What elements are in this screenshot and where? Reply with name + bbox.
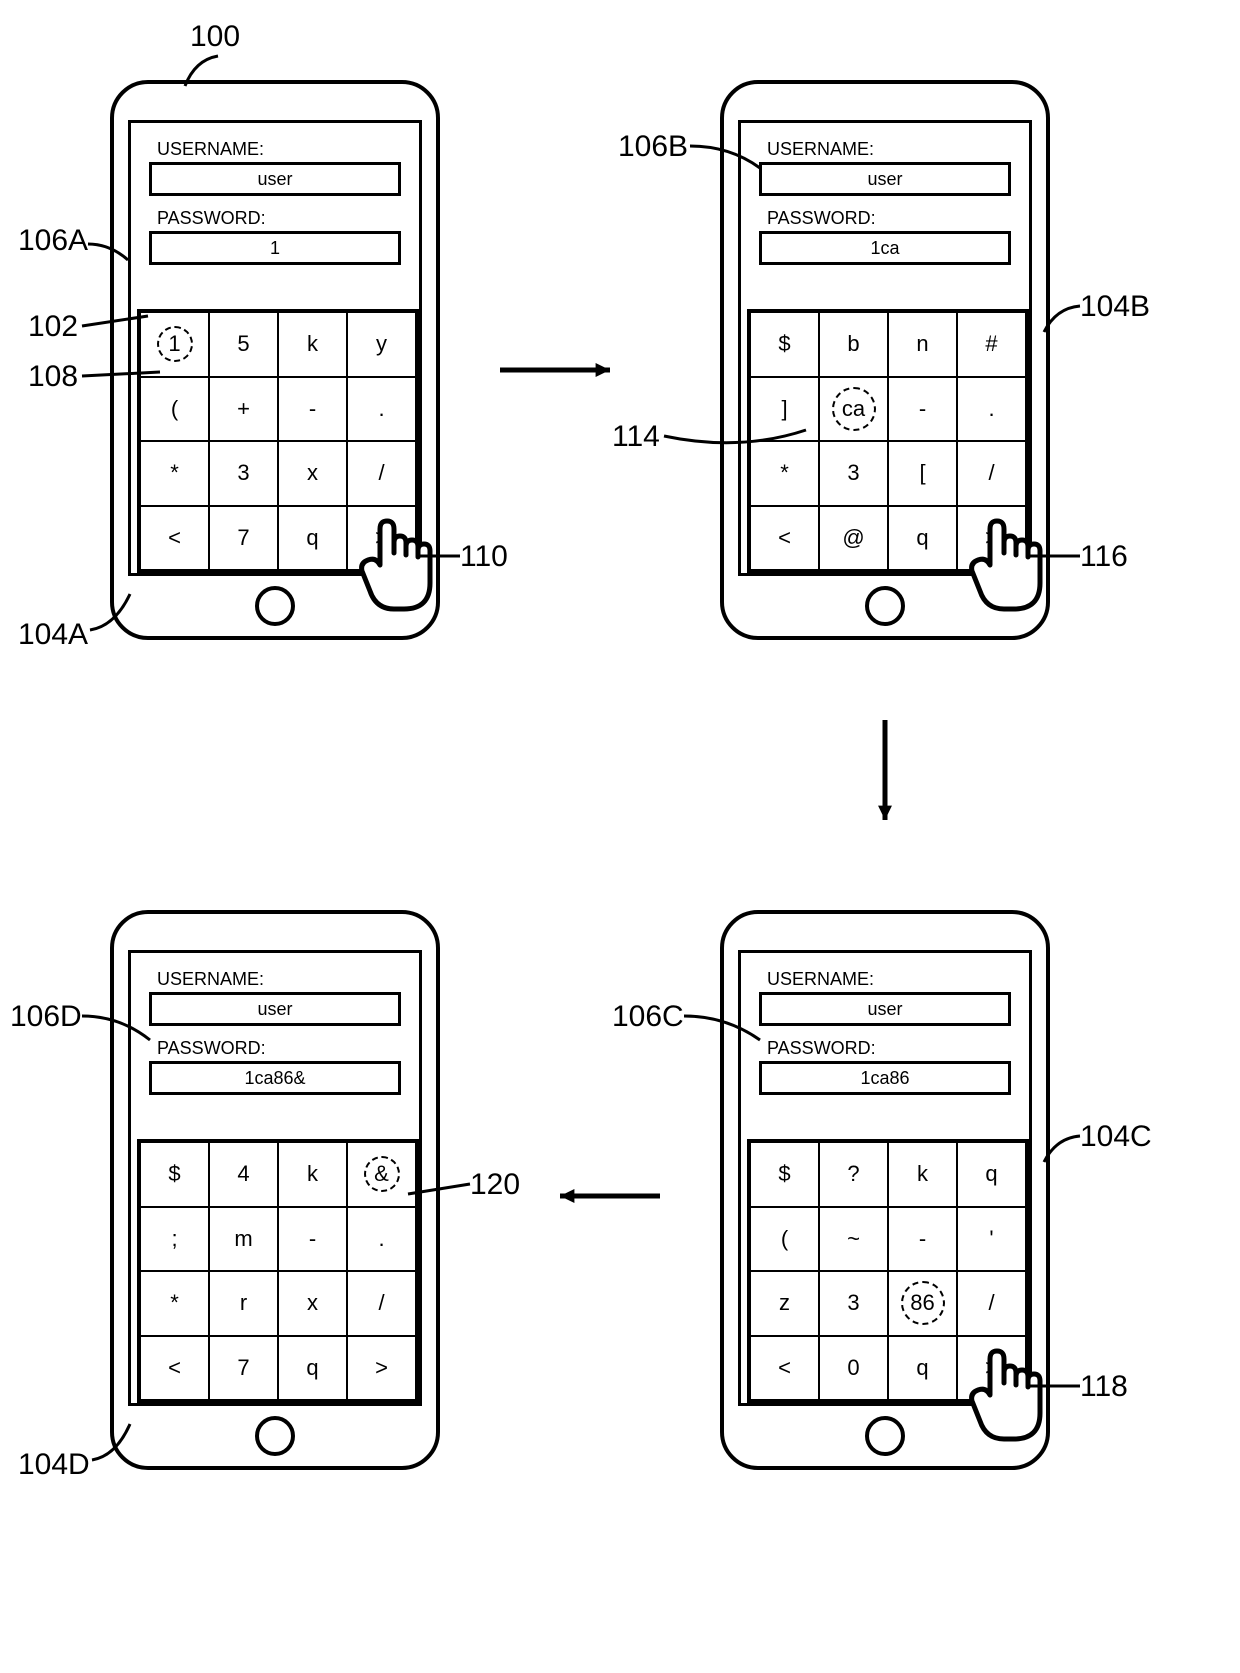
password-field[interactable]: 1 xyxy=(149,231,401,265)
key-button[interactable]: $ xyxy=(750,312,819,377)
password-field[interactable]: 1ca86 xyxy=(759,1061,1011,1095)
key-button[interactable]: 4 xyxy=(209,1142,278,1207)
keyboard-grid: $4k&;m-.*rx/<7q> xyxy=(137,1139,419,1403)
key-button[interactable]: q xyxy=(278,506,347,571)
leader-line xyxy=(388,526,490,586)
flow-arrow xyxy=(540,1176,680,1216)
home-button[interactable] xyxy=(865,1416,905,1456)
key-button[interactable]: 0 xyxy=(819,1336,888,1401)
key-button[interactable]: < xyxy=(750,1336,819,1401)
key-button[interactable]: - xyxy=(278,1207,347,1272)
key-button[interactable]: z xyxy=(750,1271,819,1336)
home-button[interactable] xyxy=(255,1416,295,1456)
key-button[interactable]: < xyxy=(750,506,819,571)
key-button[interactable]: / xyxy=(347,441,416,506)
leader-line xyxy=(998,526,1110,586)
key-button[interactable]: < xyxy=(140,1336,209,1401)
username-field[interactable]: user xyxy=(759,162,1011,196)
key-button[interactable]: 86 xyxy=(888,1271,957,1336)
key-button[interactable]: + xyxy=(209,377,278,442)
key-button[interactable]: n xyxy=(888,312,957,377)
flow-arrow xyxy=(865,700,905,840)
password-label: PASSWORD: xyxy=(157,208,419,229)
key-button[interactable]: ? xyxy=(819,1142,888,1207)
leader-line xyxy=(60,564,160,660)
key-button[interactable]: m xyxy=(209,1207,278,1272)
home-button[interactable] xyxy=(865,586,905,626)
username-label: USERNAME: xyxy=(767,139,1029,160)
leader-line xyxy=(1014,1106,1110,1192)
username-label: USERNAME: xyxy=(157,139,419,160)
leader-line xyxy=(52,342,190,406)
password-label: PASSWORD: xyxy=(767,1038,1029,1059)
password-label: PASSWORD: xyxy=(157,1038,419,1059)
key-button[interactable]: 5 xyxy=(209,312,278,377)
key-button[interactable]: - xyxy=(278,377,347,442)
key-button[interactable]: q xyxy=(888,506,957,571)
key-button[interactable]: k xyxy=(278,1142,347,1207)
leader-line xyxy=(660,116,790,198)
username-field[interactable]: user xyxy=(759,992,1011,1026)
key-button[interactable]: 3 xyxy=(209,441,278,506)
key-button[interactable]: x xyxy=(278,1271,347,1336)
key-button[interactable]: ; xyxy=(140,1207,209,1272)
leader-line xyxy=(634,392,840,466)
password-label: PASSWORD: xyxy=(767,208,1029,229)
leader-line xyxy=(1014,276,1110,362)
leader-line xyxy=(378,1154,500,1224)
key-button[interactable]: / xyxy=(347,1271,416,1336)
key-button[interactable]: ' xyxy=(957,1207,1026,1272)
key-button[interactable]: @ xyxy=(819,506,888,571)
key-button[interactable]: 7 xyxy=(209,1336,278,1401)
password-field[interactable]: 1ca xyxy=(759,231,1011,265)
leader-line xyxy=(58,210,158,290)
password-field[interactable]: 1ca86& xyxy=(149,1061,401,1095)
key-button[interactable]: y xyxy=(347,312,416,377)
flow-arrow xyxy=(480,350,630,390)
leader-line xyxy=(654,986,790,1070)
key-button[interactable]: $ xyxy=(140,1142,209,1207)
key-button[interactable]: q xyxy=(888,1336,957,1401)
key-button[interactable]: [ xyxy=(888,441,957,506)
key-button[interactable]: b xyxy=(819,312,888,377)
key-button[interactable]: / xyxy=(957,441,1026,506)
key-button[interactable]: 7 xyxy=(209,506,278,571)
selection-ring xyxy=(901,1281,945,1325)
key-button[interactable]: 3 xyxy=(819,1271,888,1336)
username-label: USERNAME: xyxy=(157,969,419,990)
username-field[interactable]: user xyxy=(149,992,401,1026)
leader-line xyxy=(160,26,248,116)
key-button[interactable]: . xyxy=(347,377,416,442)
key-button[interactable]: . xyxy=(957,377,1026,442)
key-button[interactable]: / xyxy=(957,1271,1026,1336)
key-button[interactable]: k xyxy=(278,312,347,377)
key-button[interactable]: * xyxy=(140,441,209,506)
key-button[interactable]: q xyxy=(278,1336,347,1401)
key-button[interactable]: * xyxy=(140,1271,209,1336)
key-button[interactable]: ~ xyxy=(819,1207,888,1272)
leader-line xyxy=(62,1394,160,1490)
key-button[interactable]: < xyxy=(140,506,209,571)
key-button[interactable]: $ xyxy=(750,1142,819,1207)
key-button[interactable]: ( xyxy=(750,1207,819,1272)
login-form: USERNAME:user PASSWORD:1 xyxy=(131,139,419,277)
key-button[interactable]: r xyxy=(209,1271,278,1336)
key-button[interactable]: x xyxy=(278,441,347,506)
leader-line xyxy=(998,1356,1110,1416)
key-button[interactable]: - xyxy=(888,377,957,442)
key-button[interactable]: k xyxy=(888,1142,957,1207)
leader-line xyxy=(52,986,180,1070)
key-button[interactable]: - xyxy=(888,1207,957,1272)
key-button[interactable]: > xyxy=(347,1336,416,1401)
username-label: USERNAME: xyxy=(767,969,1029,990)
home-button[interactable] xyxy=(255,586,295,626)
username-field[interactable]: user xyxy=(149,162,401,196)
